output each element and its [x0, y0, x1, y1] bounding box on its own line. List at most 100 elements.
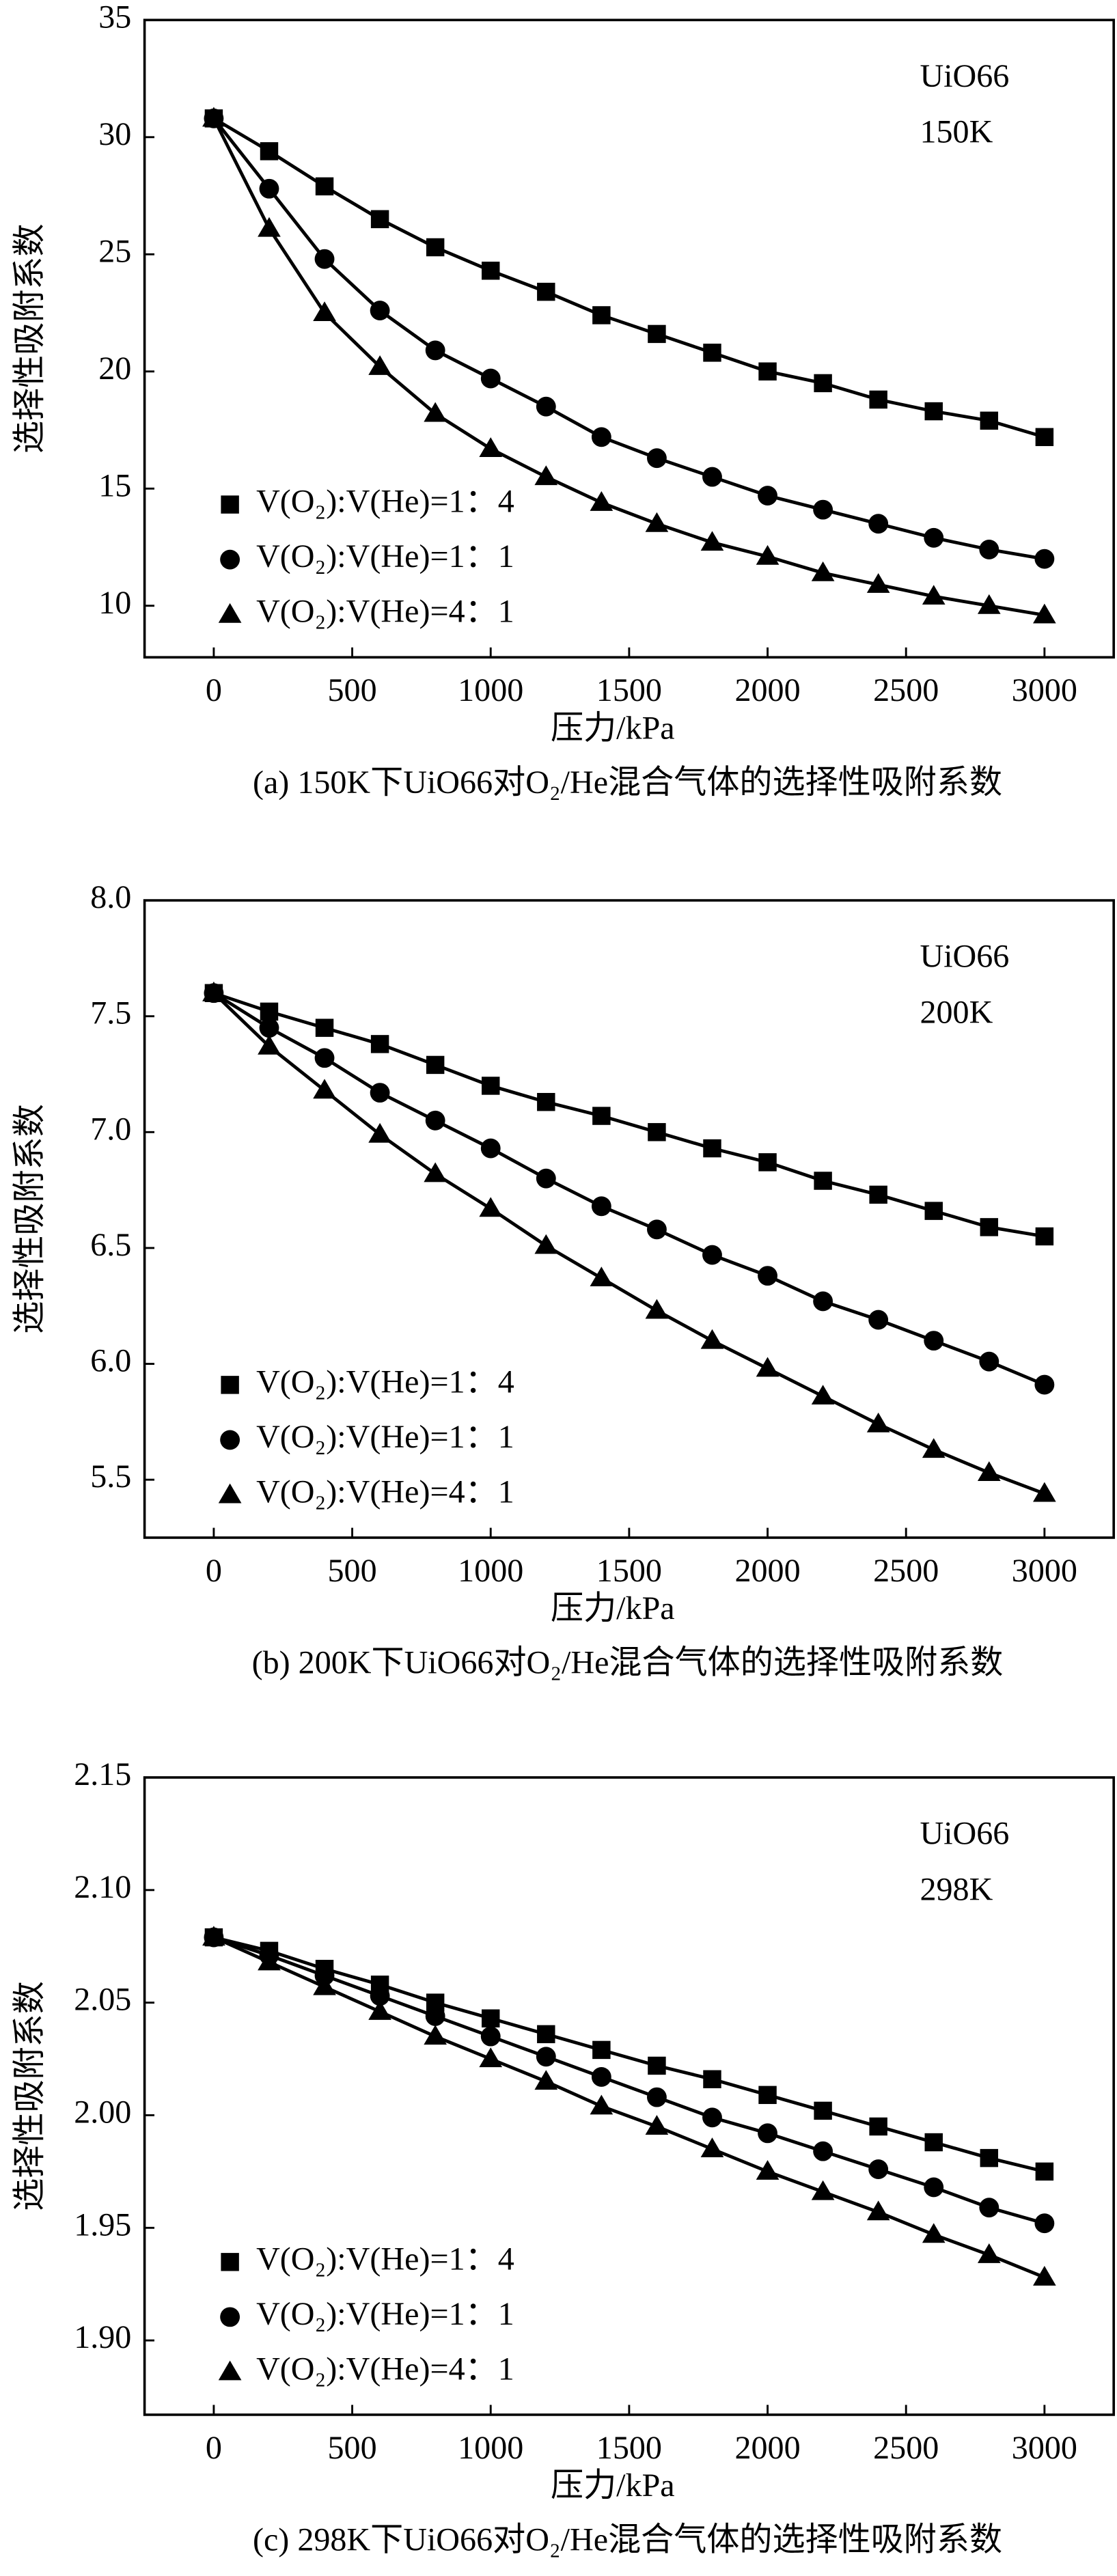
marker: [756, 544, 780, 565]
marker: [1035, 1227, 1054, 1246]
marker: [426, 238, 445, 257]
series-line: [212, 117, 1045, 617]
x-tick-label: 1500: [596, 2430, 662, 2466]
annotation: 298K: [920, 1871, 993, 1907]
marker: [814, 374, 832, 393]
marker: [868, 1310, 889, 1330]
marker: [646, 1219, 667, 1240]
marker: [703, 1139, 721, 1158]
marker: [479, 437, 503, 457]
marker: [258, 217, 281, 237]
legend-marker: [218, 1483, 242, 1504]
marker: [700, 1329, 724, 1349]
marker: [924, 527, 944, 548]
marker: [922, 585, 946, 605]
legend-label: V(O₂):V(He)=1：1: [256, 2296, 514, 2332]
y-tick-label: 7.0: [90, 1111, 131, 1147]
marker: [590, 491, 613, 511]
marker: [424, 402, 447, 422]
marker: [313, 301, 336, 322]
x-tick-label: 500: [328, 1553, 377, 1589]
x-tick-label: 1500: [596, 1553, 662, 1589]
x-tick-label: 1000: [458, 1553, 523, 1589]
x-tick-label: 2500: [873, 1553, 939, 1589]
marker: [758, 1153, 777, 1172]
series-line: [212, 117, 1045, 561]
marker: [425, 1110, 445, 1131]
legend-label: V(O₂):V(He)=1：4: [256, 1363, 514, 1400]
marker: [537, 282, 555, 301]
legend-label: V(O₂):V(He)=1：1: [256, 1419, 514, 1455]
legend-marker: [220, 549, 240, 570]
marker: [702, 2107, 722, 2128]
marker: [813, 1291, 833, 1312]
marker: [924, 402, 943, 421]
marker: [756, 1357, 780, 1377]
marker: [924, 1331, 944, 1351]
x-tick-label: 500: [328, 672, 377, 708]
marker: [202, 107, 225, 127]
marker: [703, 344, 721, 362]
y-tick-label: 30: [98, 116, 131, 152]
marker: [592, 306, 611, 324]
marker: [259, 1018, 279, 1038]
marker: [758, 2123, 777, 2144]
x-tick-label: 1000: [458, 2430, 523, 2466]
marker: [592, 1107, 611, 1125]
marker: [591, 2067, 611, 2087]
marker: [922, 2223, 946, 2243]
y-tick-label: 6.5: [90, 1227, 131, 1263]
marker: [536, 2047, 556, 2067]
marker: [979, 540, 999, 559]
marker: [868, 514, 889, 534]
y-tick-label: 25: [98, 233, 131, 269]
marker: [368, 355, 391, 375]
marker: [977, 594, 1001, 614]
marker: [1034, 2213, 1055, 2234]
x-tick-label: 1500: [596, 672, 662, 708]
marker: [368, 1122, 391, 1143]
marker: [534, 465, 558, 486]
x-tick-label: 0: [206, 2430, 222, 2466]
marker: [368, 2000, 391, 2020]
marker: [1034, 549, 1055, 569]
marker: [758, 362, 777, 380]
marker: [314, 1048, 335, 1068]
legend-label: V(O₂):V(He)=4：1: [256, 2351, 514, 2387]
marker: [979, 1351, 999, 1372]
y-tick-label: 2.05: [74, 1982, 131, 2018]
marker: [646, 2087, 667, 2107]
y-axis-label: 选择性吸附系数: [12, 1104, 48, 1334]
y-tick-label: 7.5: [90, 995, 131, 1031]
marker: [758, 486, 777, 505]
legend-label: V(O₂):V(He)=1：4: [256, 2241, 514, 2277]
marker: [813, 499, 833, 520]
marker: [924, 1202, 943, 1220]
x-tick-label: 2500: [873, 672, 939, 708]
marker: [977, 1461, 1001, 1482]
annotation: 200K: [920, 994, 993, 1030]
x-tick-label: 3000: [1012, 1553, 1077, 1589]
marker: [869, 2117, 887, 2136]
series-line: [212, 1935, 1045, 2280]
y-tick-label: 2.10: [74, 1869, 131, 1905]
x-axis-label: 压力/kPa: [551, 1590, 675, 1626]
marker: [536, 396, 556, 417]
series-line: [212, 991, 1045, 1387]
marker: [866, 1412, 890, 1432]
marker: [202, 981, 225, 1001]
marker: [534, 1234, 558, 1254]
marker: [869, 390, 887, 409]
marker: [924, 2177, 944, 2198]
marker: [645, 2115, 669, 2135]
y-tick-label: 1.95: [74, 2206, 131, 2243]
marker: [866, 573, 890, 593]
plot-frame: [143, 899, 1115, 1539]
marker: [702, 467, 722, 487]
series-line: [212, 992, 1045, 1495]
y-tick-label: 35: [98, 0, 131, 35]
x-tick-label: 0: [206, 672, 222, 708]
marker: [868, 2159, 889, 2180]
marker: [1033, 1482, 1056, 1502]
